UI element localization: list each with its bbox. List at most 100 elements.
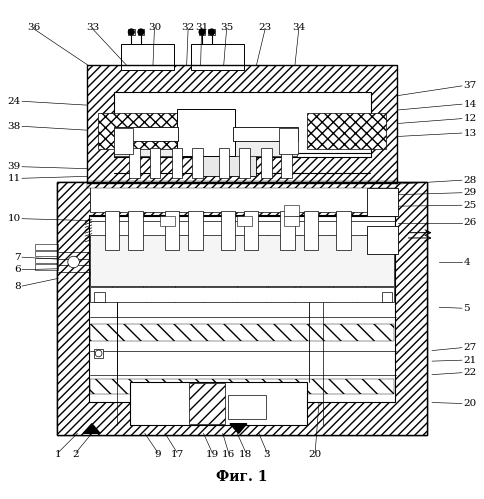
Text: 32: 32 (182, 22, 195, 31)
Bar (35, 257, 58, 263)
Polygon shape (230, 424, 247, 433)
Bar (91, 187, 394, 212)
Bar (90, 215, 394, 402)
Bar (128, 29, 135, 35)
Bar (279, 128, 298, 154)
Bar (160, 216, 175, 227)
Text: 7: 7 (14, 252, 21, 261)
Text: 26: 26 (463, 218, 477, 227)
Text: 37: 37 (463, 81, 477, 90)
Circle shape (128, 29, 134, 35)
Text: 3: 3 (264, 450, 271, 459)
Text: 17: 17 (170, 450, 183, 459)
Text: 39: 39 (7, 162, 21, 171)
Bar (208, 29, 215, 35)
Bar (199, 29, 205, 35)
Bar (221, 211, 235, 250)
Text: 21: 21 (463, 356, 477, 365)
Bar (303, 211, 318, 250)
Bar (381, 292, 392, 302)
Bar (172, 148, 182, 178)
Text: 34: 34 (292, 22, 305, 31)
Bar (91, 287, 393, 302)
Text: 35: 35 (220, 22, 233, 31)
Text: 2: 2 (73, 450, 79, 459)
Bar (90, 215, 394, 402)
Bar (150, 148, 160, 178)
Bar (165, 211, 180, 250)
Bar (121, 43, 174, 70)
Text: 14: 14 (463, 100, 477, 109)
Bar (281, 211, 295, 250)
Bar (57, 182, 427, 435)
Bar (244, 211, 258, 250)
Bar (192, 148, 202, 178)
Bar (57, 182, 427, 435)
Circle shape (68, 256, 79, 268)
Text: 8: 8 (14, 281, 21, 290)
Bar (284, 216, 299, 227)
Bar (35, 244, 58, 250)
Bar (282, 148, 292, 178)
Bar (35, 264, 58, 270)
Text: 28: 28 (463, 176, 477, 185)
Bar (307, 113, 386, 149)
Text: 4: 4 (463, 257, 470, 266)
Bar (91, 379, 393, 394)
Bar (115, 136, 297, 156)
Bar (114, 92, 371, 157)
Text: 5: 5 (463, 304, 470, 313)
Bar (237, 216, 252, 227)
Bar (227, 395, 266, 419)
Text: 29: 29 (463, 188, 477, 197)
Text: 16: 16 (222, 450, 235, 459)
Bar (188, 211, 202, 250)
Text: 6: 6 (14, 265, 21, 274)
Circle shape (199, 29, 205, 35)
Text: 19: 19 (206, 450, 219, 459)
Bar (114, 128, 133, 154)
Bar (284, 205, 299, 216)
Bar (94, 349, 103, 358)
Bar (177, 108, 235, 156)
Text: 20: 20 (308, 450, 322, 459)
Bar (87, 181, 397, 188)
Text: 10: 10 (7, 214, 21, 223)
Text: 31: 31 (195, 22, 208, 31)
Text: 38: 38 (7, 122, 21, 131)
Bar (367, 188, 398, 216)
Bar (57, 182, 427, 435)
Bar (87, 65, 397, 183)
Text: 33: 33 (86, 22, 99, 31)
Text: 13: 13 (463, 129, 477, 138)
Bar (189, 383, 225, 424)
Polygon shape (83, 424, 100, 433)
Bar (91, 188, 393, 211)
Bar (114, 92, 371, 157)
Bar (239, 148, 250, 178)
Bar (336, 211, 351, 250)
Bar (129, 148, 140, 178)
Bar (91, 271, 393, 285)
Bar (91, 235, 393, 285)
Bar (98, 113, 177, 149)
Text: 1: 1 (55, 450, 61, 459)
Circle shape (95, 350, 102, 357)
Text: 27: 27 (463, 343, 477, 352)
Text: 24: 24 (7, 97, 21, 106)
Text: 12: 12 (463, 114, 477, 123)
Text: 25: 25 (463, 201, 477, 210)
Bar (128, 211, 143, 250)
Text: 11: 11 (7, 174, 21, 183)
Text: 18: 18 (239, 450, 253, 459)
Bar (87, 65, 397, 183)
Bar (233, 127, 298, 141)
Bar (35, 251, 58, 256)
Text: 36: 36 (28, 22, 41, 31)
Text: Фиг. 1: Фиг. 1 (216, 470, 268, 484)
Bar (137, 29, 144, 35)
Bar (94, 292, 105, 302)
Bar (194, 151, 257, 176)
Bar (261, 148, 272, 178)
Circle shape (138, 29, 144, 35)
